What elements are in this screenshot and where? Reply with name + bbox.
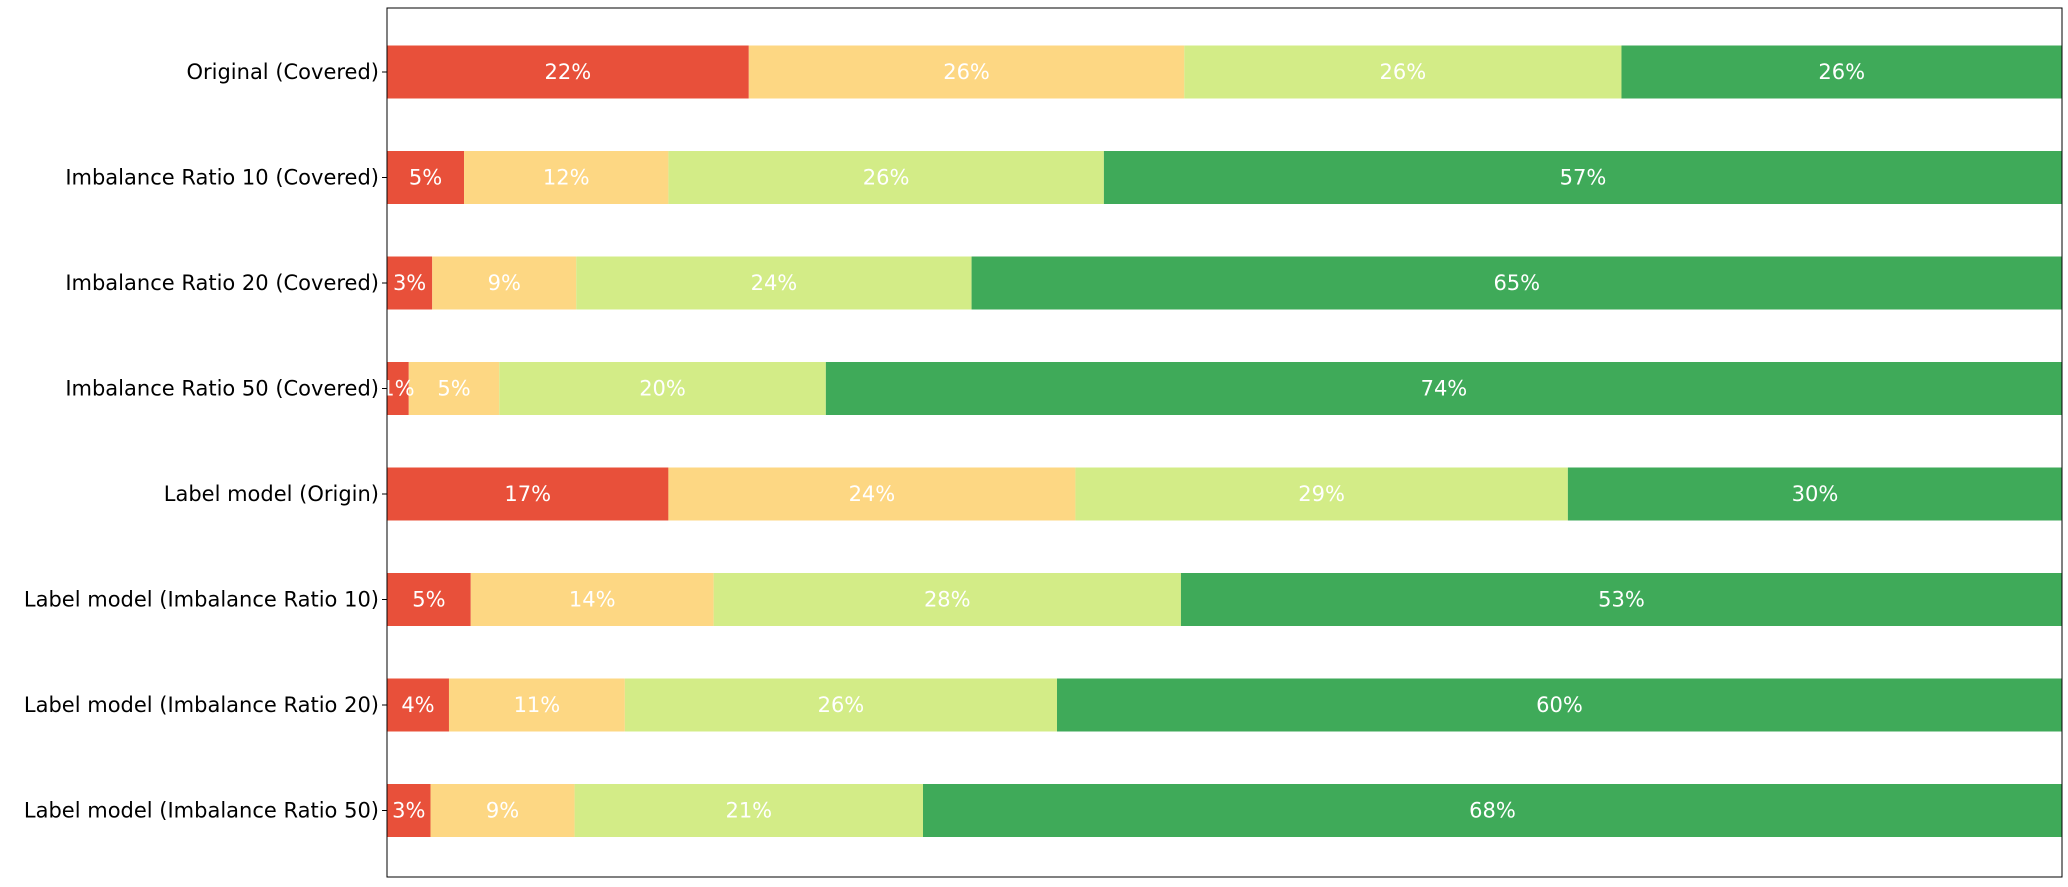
bar-segment: [1567, 467, 2062, 521]
category-label: Label model (Imbalance Ratio 20): [24, 693, 379, 717]
bar-data-label: 26%: [943, 60, 990, 84]
bar-data-label: 26%: [1818, 60, 1865, 84]
bar-data-label: 22%: [545, 60, 592, 84]
bar-segment: [825, 362, 2062, 415]
bar-data-label: 21%: [725, 799, 772, 823]
category-labels-layer: Original (Covered) Imbalance Ratio 10 (Co…: [24, 60, 379, 823]
bar-segment: [387, 362, 409, 415]
bar-segment: [713, 573, 1181, 626]
bar-segment: [387, 573, 471, 626]
bar-data-label: 53%: [1598, 588, 1645, 612]
bar-segment: [624, 678, 1057, 732]
bar-data-label: 65%: [1493, 271, 1540, 295]
bar-segment: [576, 256, 972, 310]
bar-data-label: 3%: [393, 271, 426, 295]
bar-data-label: 20%: [639, 377, 686, 401]
bar-data-label: 14%: [569, 588, 616, 612]
category-label: Imbalance Ratio 10 (Covered): [65, 166, 379, 190]
bar-segment: [499, 362, 826, 415]
bar-data-label: 11%: [514, 693, 561, 717]
bar-data-label: 26%: [1380, 60, 1427, 84]
bar-segment: [1184, 45, 1622, 99]
bar-segment: [387, 784, 431, 837]
bar-segment: [1103, 151, 2062, 204]
bar-segment: [448, 678, 625, 732]
bar-segment: [1180, 573, 2062, 626]
bar-data-label: 9%: [488, 271, 521, 295]
bar-data-label: 60%: [1536, 693, 1583, 717]
bar-data-label: 3%: [392, 799, 425, 823]
bar-segment: [668, 151, 1104, 204]
plot-frame: [386, 7, 2063, 878]
bar-data-label: 17%: [504, 482, 551, 506]
data-labels-layer: 22% 26% 26% 26%5% 12% 26% 57%3% 9% 24% 65%1% 5% 20%…: [381, 60, 1865, 823]
bar-segment: [1621, 45, 2062, 99]
bar-segment: [387, 678, 449, 732]
y-ticks-layer: [382, 71, 387, 811]
category-label: Imbalance Ratio 20 (Covered): [65, 271, 379, 295]
bar-segment: [432, 256, 577, 310]
bar-segment: [574, 784, 923, 837]
bar-segment: [971, 256, 2063, 310]
bar-data-label: 24%: [751, 271, 798, 295]
bar-data-label: 5%: [409, 166, 442, 190]
category-label: Original (Covered): [186, 60, 379, 84]
bar-data-label: 30%: [1792, 482, 1839, 506]
bar-segment: [1057, 678, 2062, 732]
bar-segment: [1075, 467, 1568, 521]
bar-data-label: 4%: [401, 693, 434, 717]
category-label: Label model (Origin): [164, 482, 379, 506]
bar-data-label: 26%: [818, 693, 865, 717]
bar-data-label: 29%: [1298, 482, 1345, 506]
bar-segment: [668, 467, 1076, 521]
bar-data-label: 5%: [437, 377, 470, 401]
bars-layer: [387, 45, 2063, 837]
bar-segment: [387, 45, 749, 99]
bar-segment: [387, 151, 465, 204]
bar-data-label: 24%: [849, 482, 896, 506]
bar-segment: [430, 784, 575, 837]
bar-segment: [470, 573, 714, 626]
bar-data-label: 9%: [486, 799, 519, 823]
bar-data-label: 12%: [543, 166, 590, 190]
bar-segment: [387, 467, 669, 521]
bar-data-label: 68%: [1469, 799, 1516, 823]
bar-segment: [923, 784, 2062, 837]
bar-data-label: 57%: [1560, 166, 1607, 190]
bar-segment: [748, 45, 1185, 99]
bar-segment: [464, 151, 669, 204]
category-label: Label model (Imbalance Ratio 10): [24, 588, 379, 612]
bar-data-label: 28%: [924, 588, 971, 612]
bar-data-label: 5%: [412, 588, 445, 612]
category-label: Imbalance Ratio 50 (Covered): [65, 377, 379, 401]
bar-data-label: 26%: [863, 166, 910, 190]
bar-data-label: 74%: [1421, 377, 1468, 401]
bar-segment: [387, 256, 433, 310]
category-label: Label model (Imbalance Ratio 50): [24, 799, 379, 823]
bar-segment: [408, 362, 500, 415]
